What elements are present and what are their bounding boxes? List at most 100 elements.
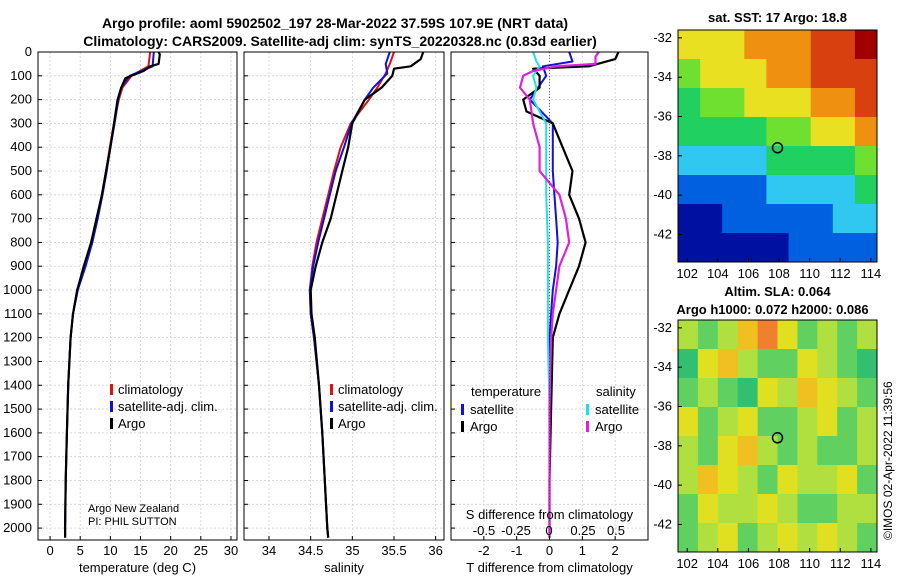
heatmap-cell (722, 146, 745, 176)
y-tick-label: 700 (10, 211, 32, 226)
x-tick-label: 104 (707, 556, 729, 571)
y-tick-label: -32 (653, 320, 672, 335)
y-tick-label: -38 (653, 438, 672, 453)
heatmap-cell (722, 117, 745, 147)
s-tick-label: 0 (545, 523, 552, 538)
x-axis-label-salinity: S difference from climatology (466, 507, 634, 522)
heatmap-cell (737, 349, 759, 379)
heatmap-cell (757, 378, 778, 408)
heatmap-cell (678, 494, 699, 524)
series-line-argo (309, 51, 425, 538)
x-tick-label: 106 (738, 266, 760, 281)
legend-swatch (330, 401, 333, 412)
heatmap-cell (857, 436, 878, 466)
y-tick-label: 200 (10, 92, 32, 107)
heatmap-cell (788, 146, 812, 176)
heatmap-cell (757, 407, 778, 437)
legend-label: satellite-adj. clim. (118, 399, 218, 414)
heatmap-cell (788, 175, 812, 205)
x-tick-label: 2 (612, 543, 619, 558)
x-tick-label: 10 (103, 543, 117, 558)
legend-label: climatology (118, 382, 184, 397)
x-tick-label: 112 (830, 556, 851, 571)
y-tick-label: 1900 (3, 496, 32, 511)
y-tick-label: -38 (653, 148, 672, 163)
heatmap-cell (777, 378, 798, 408)
heatmap-cell (700, 88, 723, 118)
heatmap-cell (697, 407, 719, 437)
heatmap-cell (678, 233, 701, 263)
heatmap-cell (817, 378, 838, 408)
x-tick-label: 114 (861, 556, 882, 571)
heatmap-cell (757, 465, 778, 495)
heatmap-cell (697, 349, 719, 379)
heatmap-cell (854, 117, 878, 147)
heatmap-cell (697, 320, 719, 350)
heatmap-cell (766, 30, 789, 60)
heatmap-cell (854, 204, 878, 234)
heatmap-cell (854, 30, 878, 60)
legend-label: satellite (470, 402, 514, 417)
heatmap-cell (678, 523, 699, 553)
heatmap-cell (678, 465, 699, 495)
x-tick-label: -2 (478, 543, 490, 558)
heatmap-cell (744, 117, 767, 147)
heatmap-cell (777, 407, 798, 437)
heatmap-cell (722, 88, 745, 118)
y-tick-label: 600 (10, 187, 32, 202)
x-tick-label: 15 (133, 543, 147, 558)
heatmap-cell (832, 233, 856, 263)
heatmap-cell (777, 523, 798, 553)
heatmap-cell (857, 320, 878, 350)
heatmap-cell (757, 436, 778, 466)
temperature-panel: 0 5 10 15 20 25 30 temperature (deg C) 0 100 200 30… (3, 44, 238, 575)
legend-title-temperature: temperature (471, 384, 541, 399)
heatmap-cell (817, 349, 838, 379)
credit-line2: PI: PHIL SUTTON (88, 516, 177, 528)
y-tick-label: 500 (10, 163, 32, 178)
y-tick-label: -40 (653, 187, 672, 202)
heatmap-cell (788, 204, 812, 234)
y-tick-label: 1700 (3, 449, 32, 464)
x-tick-label: 0 (46, 543, 53, 558)
heatmap-cell (817, 465, 838, 495)
y-tick-label: -42 (653, 226, 672, 241)
y-tick-label: -34 (653, 69, 672, 84)
heatmap-cell (857, 378, 878, 408)
heatmap-cell (722, 59, 745, 89)
heatmap-cell (837, 494, 858, 524)
heatmap-cell (857, 465, 878, 495)
heatmap-cell (697, 494, 719, 524)
legend-swatch (461, 404, 464, 415)
heatmap-cell (810, 204, 834, 234)
heatmap-cell (744, 204, 767, 234)
heatmap-cell (777, 436, 798, 466)
heatmap-cell (766, 175, 789, 205)
heatmap-cell (797, 407, 818, 437)
y-tick-label: 1200 (3, 330, 32, 345)
axes-frame (243, 51, 445, 541)
y-tick-label: 300 (10, 115, 32, 130)
heatmap-cell (797, 378, 818, 408)
y-tick-label: 0 (25, 44, 32, 59)
y-tick-label: -32 (653, 30, 672, 45)
heatmap-cell (722, 233, 745, 263)
x-tick-label: 34.5 (298, 543, 323, 558)
legend-label: satellite-adj. clim. (338, 399, 438, 414)
argo-position-marker (771, 142, 784, 154)
heatmap-cell (810, 59, 834, 89)
y-tick-label: 1400 (3, 377, 32, 392)
x-tick-label: 35.5 (381, 543, 406, 558)
heatmap-cell (797, 523, 818, 553)
heatmap-cell (757, 320, 778, 350)
heatmap-cell (837, 349, 858, 379)
heatmap-cell (678, 117, 701, 147)
heatmap-cell (678, 378, 699, 408)
heatmap-cell (854, 59, 878, 89)
y-tick-label: -34 (653, 359, 672, 374)
heatmap-cell (737, 378, 759, 408)
y-tick-label: -36 (653, 109, 672, 124)
y-tick-label: 1500 (3, 401, 32, 416)
heatmap-cell (737, 494, 759, 524)
heatmap-cell (717, 349, 739, 379)
